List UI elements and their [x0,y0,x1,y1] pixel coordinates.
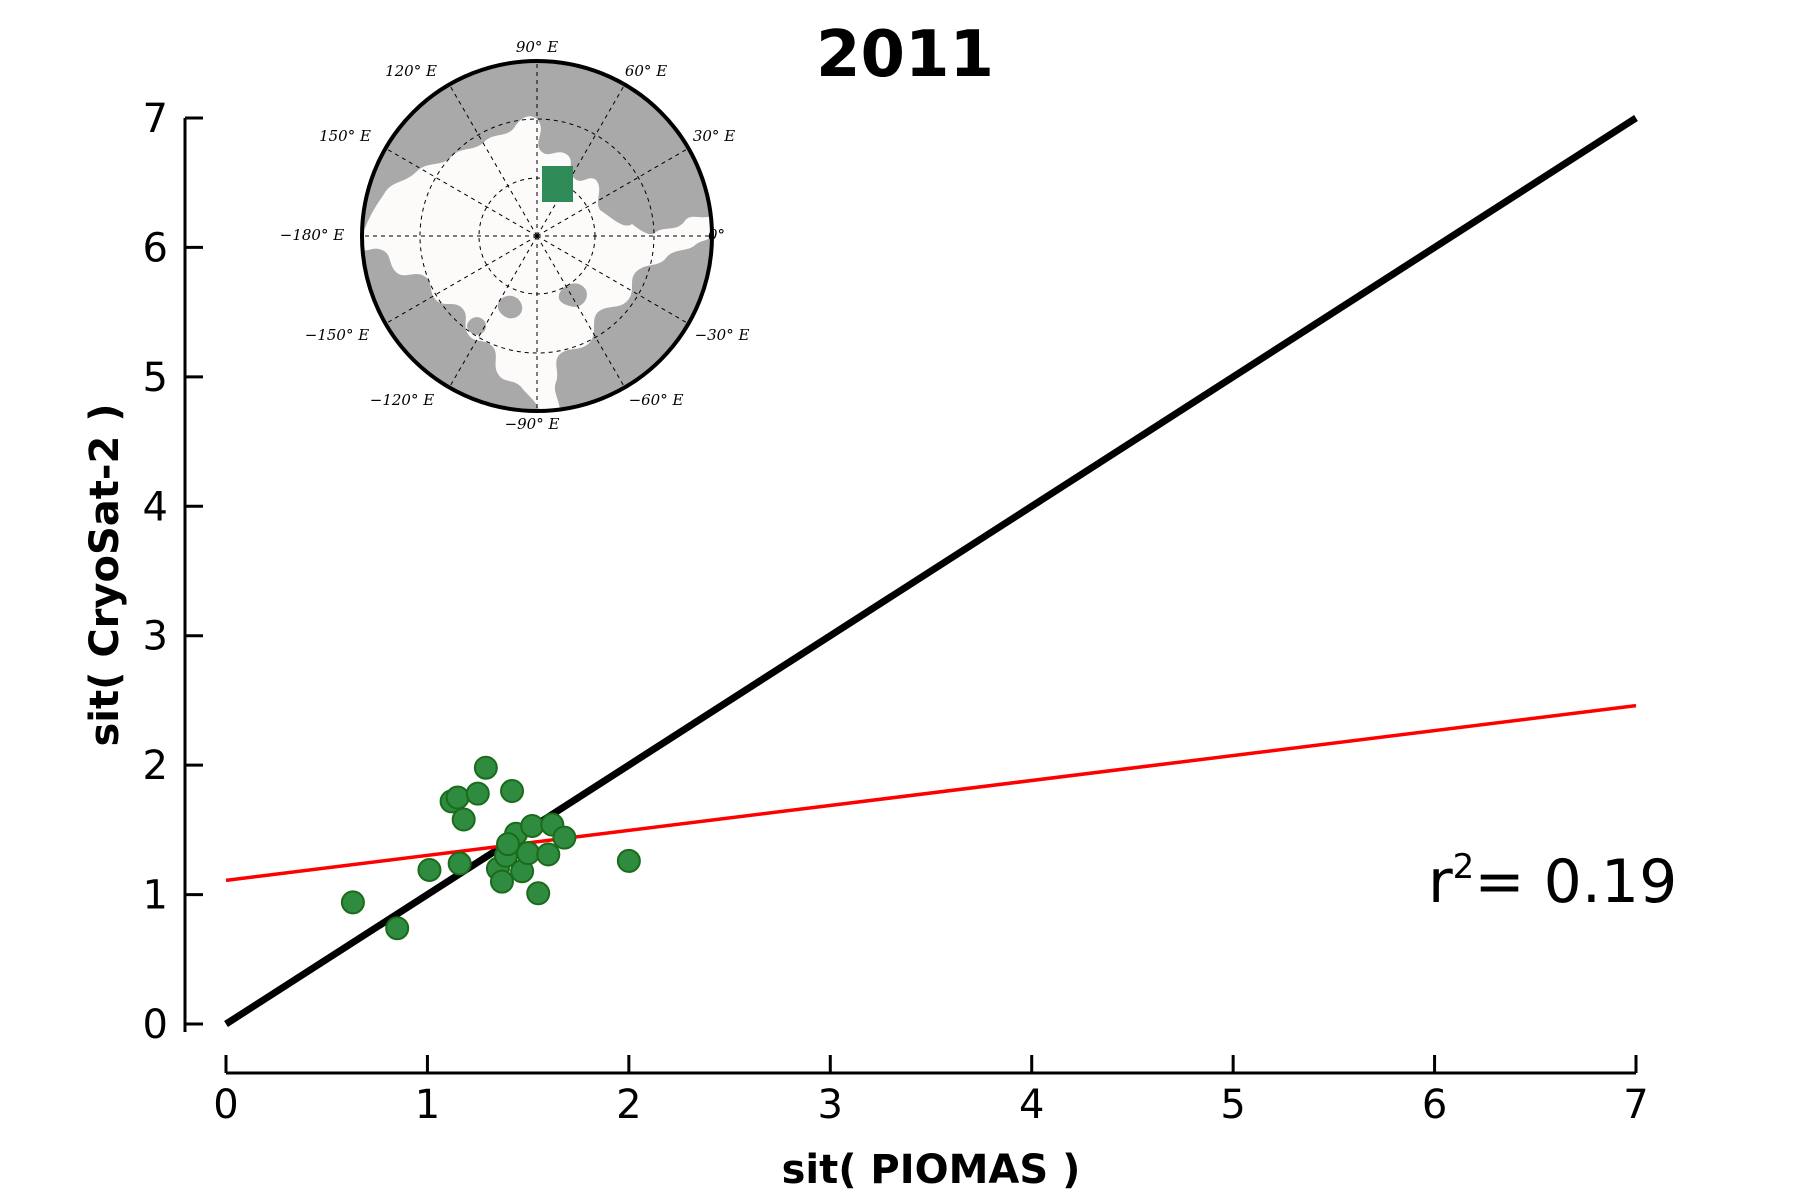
x-tick-label: 2 [616,1082,641,1128]
data-point [616,848,641,873]
x-tick-label: 6 [1422,1082,1447,1128]
data-point [417,857,442,882]
data-point [496,832,520,857]
data-point [500,779,525,804]
highlight-region [542,166,573,202]
map-label-minus90e: −90° E [505,415,560,433]
data-point [385,916,410,941]
data-point [465,781,490,806]
data-point [451,807,476,832]
map-label-30e: 30° E [693,127,735,145]
data-point [526,881,551,906]
data-point [445,785,470,810]
data-point [536,842,561,867]
y-tick-label: 7 [143,96,168,142]
x-tick-label: 5 [1220,1082,1245,1128]
r-squared-base: r [1428,847,1453,917]
r-squared-superscript: 2 [1453,847,1475,887]
data-point [473,755,498,780]
x-ticks: 0 1 2 3 4 5 6 7 [213,1055,1649,1128]
x-tick-label: 3 [818,1082,843,1128]
data-point [340,890,365,915]
map-label-90e: 90° E [516,38,558,56]
y-tick-label: 5 [143,355,168,401]
x-axis-title: sit( PIOMAS ) [782,1147,1081,1193]
x-tick-label: 0 [213,1082,238,1128]
y-tick-label: 3 [143,614,168,660]
r-squared-value: = 0.19 [1474,847,1677,917]
x-tick-label: 7 [1623,1082,1648,1128]
data-points [340,755,641,941]
data-point [516,841,541,866]
map-boundary [360,59,714,413]
map-label-minus60e: −60° E [629,391,684,409]
y-ticks: 0 1 2 3 4 5 6 7 [143,96,203,1048]
y-tick-label: 0 [143,1002,168,1048]
map-label-60e: 60° E [625,62,667,80]
map-label-180e: −180° E [280,226,344,244]
y-axis-title: sit( CryoSat-2 ) [82,403,128,746]
inset-polar-map: 90° E 60° E 120° E 30° E 150° E 0° −180°… [280,38,750,433]
r-squared-annotation: r2= 0.19 [1428,847,1677,917]
map-label-minus120e: −120° E [370,391,434,409]
data-point [447,851,472,876]
x-tick-label: 1 [415,1082,440,1128]
data-point [520,813,545,838]
svg-text:r2= 0.19: r2= 0.19 [1428,847,1677,917]
y-tick-label: 4 [143,484,168,530]
y-tick-label: 1 [143,873,168,919]
map-label-minus30e: −30° E [695,326,750,344]
map-label-minus150e: −150° E [305,326,369,344]
data-point [552,825,577,850]
y-tick-label: 2 [143,743,168,789]
data-point [489,869,514,894]
map-label-120e: 120° E [385,62,437,80]
map-label-0: 0° [708,226,725,244]
y-tick-label: 6 [143,225,168,271]
axes [183,118,1636,1075]
chart-title: 2011 [816,18,994,92]
map-label-150e: 150° E [319,127,371,145]
x-tick-label: 4 [1019,1082,1044,1128]
regression-line [225,703,1637,883]
